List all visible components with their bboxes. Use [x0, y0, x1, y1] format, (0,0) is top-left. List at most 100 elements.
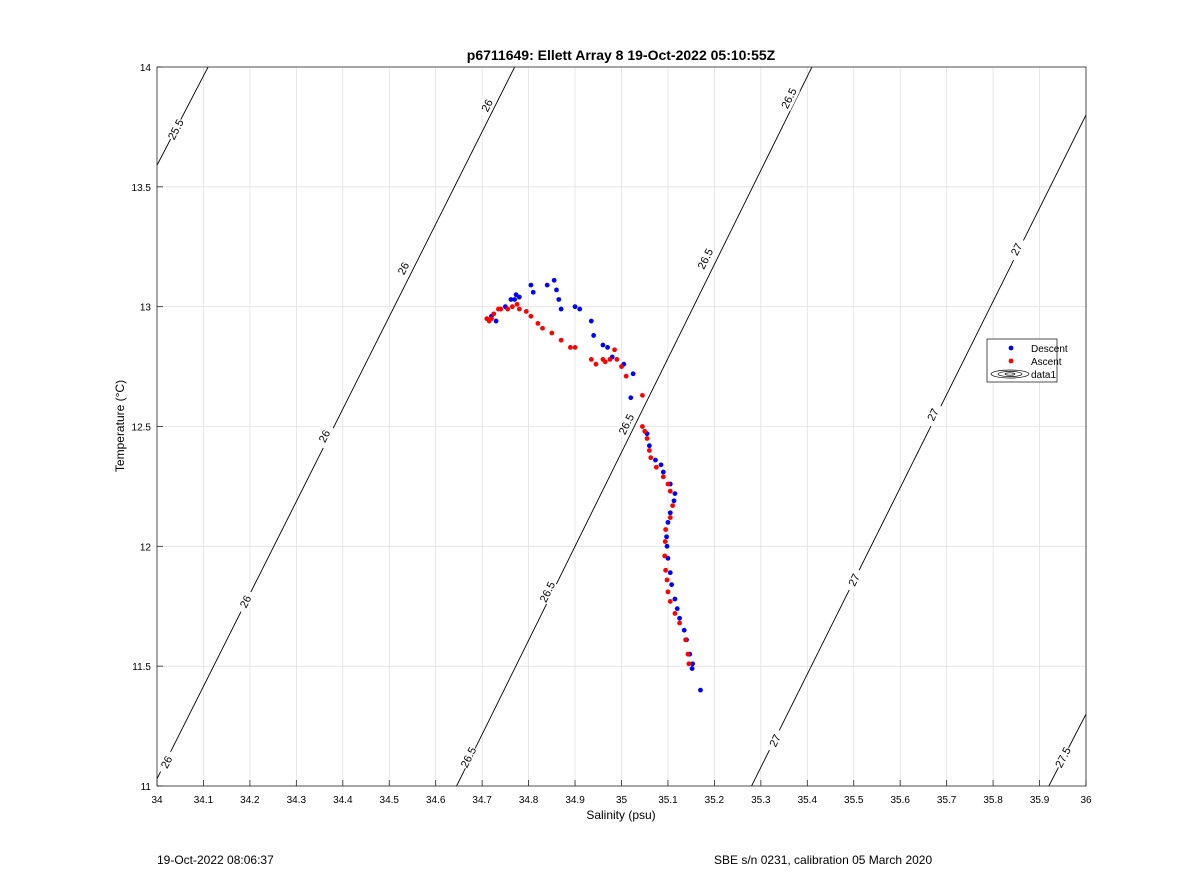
descent-point	[660, 469, 666, 475]
descent-point	[591, 333, 597, 338]
contour-label-bg	[391, 255, 415, 282]
descent-point	[674, 606, 680, 612]
descent-point	[665, 519, 671, 525]
descent-point	[669, 582, 675, 588]
data-points	[484, 277, 703, 693]
descent-point	[689, 666, 695, 671]
ascent-point	[686, 661, 692, 667]
y-tick-label: 12.5	[132, 423, 152, 434]
x-tick-label: 35.7	[937, 795, 957, 806]
ascent-point	[642, 428, 648, 434]
ascent-point	[648, 455, 654, 461]
x-tick-label: 35	[616, 795, 628, 806]
descent-point	[556, 297, 562, 302]
ascent-point	[667, 599, 673, 604]
contour-line-27	[751, 114, 1086, 786]
ascent-point	[623, 373, 629, 379]
contour-label-bg	[313, 423, 336, 450]
descent-point	[667, 510, 673, 516]
legend[interactable]: Descent Ascent data1	[986, 338, 1068, 383]
y-tick-label: 11	[141, 782, 152, 793]
y-tick-label: 13	[140, 303, 152, 314]
legend-ascent-label: Ascent	[1031, 357, 1062, 368]
ascent-point	[665, 589, 671, 595]
descent-point	[667, 570, 673, 576]
contour-label: 27	[926, 407, 942, 423]
contour-label: 26	[317, 428, 333, 444]
ascent-point	[528, 313, 534, 319]
ascent-point	[653, 464, 659, 470]
ascent-point	[662, 539, 668, 544]
ascent-point	[612, 347, 617, 353]
descent-point	[671, 498, 677, 504]
ascent-point	[491, 311, 497, 317]
ascent-point	[667, 515, 673, 520]
ascent-point	[677, 620, 682, 626]
legend-descent-label: Descent	[1031, 344, 1068, 355]
legend-ascent-marker	[1008, 358, 1014, 364]
contour-label: 27	[768, 733, 784, 749]
chart-title: p6711649: Ellett Array 8 19-Oct-2022 05:…	[467, 47, 776, 63]
legend-data1-label: data1	[1031, 370, 1056, 381]
contour-label-bg	[777, 85, 800, 112]
y-tick-label: 14	[140, 63, 152, 74]
contour-label-bg	[614, 411, 638, 438]
legend-contour-icon	[990, 369, 1030, 379]
x-tick-label: 35.6	[890, 795, 910, 806]
y-tick-label: 13.5	[132, 183, 152, 194]
ascent-point	[558, 337, 564, 343]
descent-point	[698, 687, 703, 693]
y-tick-label: 12	[140, 542, 152, 553]
descent-point	[551, 277, 557, 283]
descent-point	[554, 287, 559, 293]
descent-point	[658, 462, 664, 468]
ascent-point	[505, 306, 511, 312]
ascent-point	[665, 481, 671, 487]
ascent-point	[644, 436, 650, 441]
descent-point	[664, 534, 669, 540]
x-tick-label: 34.9	[565, 795, 585, 806]
x-tick-label: 35.5	[844, 795, 864, 806]
ascent-point	[593, 361, 599, 367]
ascent-point	[670, 503, 675, 508]
descent-point	[572, 304, 578, 310]
y-tick-label: 11.5	[132, 662, 151, 673]
descent-point	[677, 615, 682, 621]
ascent-point	[660, 474, 666, 480]
x-tick-label: 34.3	[287, 795, 307, 806]
descent-point	[544, 282, 550, 288]
descent-point	[672, 596, 678, 602]
descent-point	[530, 289, 536, 295]
x-tick-label: 35.2	[705, 795, 725, 806]
contour-label-bg	[842, 566, 865, 593]
contour-label-bg	[1005, 236, 1028, 263]
contour-label-bg	[164, 116, 187, 143]
ascent-point	[484, 316, 490, 322]
footer-calibration: SBE s/n 0231, calibration 05 March 2020	[714, 853, 933, 867]
contour-label-bg	[1051, 744, 1075, 771]
ascent-point	[646, 448, 652, 453]
x-axis-label: Salinity (psu)	[586, 808, 655, 822]
contour-label-bg	[234, 588, 257, 615]
ascent-point	[496, 306, 501, 312]
contour-line-26-5	[456, 67, 813, 786]
descent-point	[493, 318, 499, 324]
ascent-point	[523, 309, 529, 314]
ascent-point	[663, 567, 669, 573]
x-tick-label: 34.5	[380, 795, 400, 806]
ascent-point	[619, 364, 624, 369]
ascent-point	[662, 553, 668, 559]
descent-point	[600, 342, 606, 348]
ascent-point	[640, 392, 645, 398]
contour-label-bg	[763, 727, 786, 754]
x-tick-label: 34.2	[240, 795, 260, 806]
ascent-point	[588, 356, 594, 362]
descent-point	[690, 661, 695, 667]
x-tick-label: 34	[151, 795, 163, 806]
descent-point	[628, 395, 634, 401]
x-tick-label: 34.6	[426, 795, 446, 806]
descent-point	[508, 297, 514, 302]
contour-label: 27	[1009, 241, 1025, 257]
contour-label: 26	[238, 594, 254, 610]
